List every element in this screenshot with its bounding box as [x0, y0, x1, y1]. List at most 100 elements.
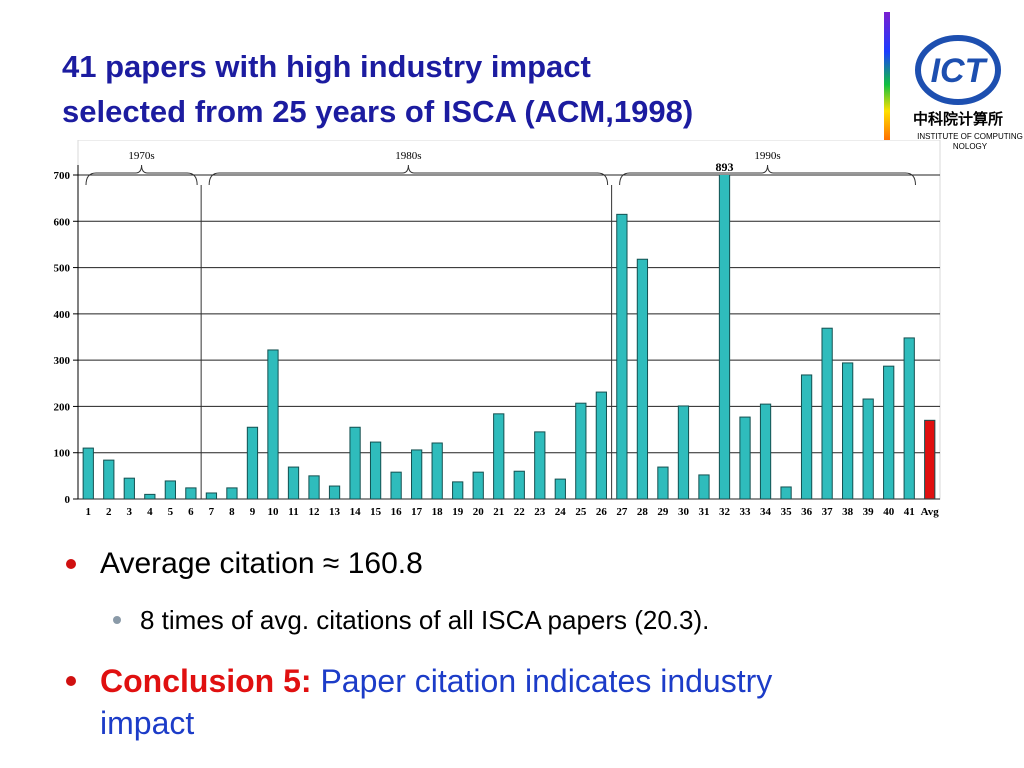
bar — [554, 478, 566, 499]
bar — [821, 327, 833, 499]
y-tick-label: 600 — [54, 216, 71, 228]
bar — [185, 487, 197, 499]
x-tick-label: 41 — [904, 506, 915, 518]
logo: ICT 中科院计算所 INSTITUTE OF COMPUTING NOLOGY — [884, 12, 1023, 151]
logo-text: INSTITUTE OF COMPUTING — [917, 132, 1023, 141]
bar — [452, 481, 464, 499]
x-tick-label: 21 — [493, 506, 504, 518]
x-tick-label: 16 — [391, 506, 403, 518]
bar — [575, 402, 587, 499]
x-tick-label: 14 — [350, 506, 362, 518]
x-tick-label: Avg — [921, 506, 940, 518]
bar — [205, 492, 218, 499]
bar — [411, 449, 423, 499]
title-line: 41 papers with high industry impact — [62, 49, 591, 84]
bullet-text: Paper citation indicates industry impact — [100, 663, 773, 741]
x-tick-label: 25 — [575, 506, 587, 518]
bar — [144, 493, 156, 499]
bar — [842, 362, 854, 499]
bar — [431, 442, 443, 499]
x-tick-label: 5 — [168, 506, 174, 518]
x-tick-label: 28 — [637, 506, 649, 518]
bar — [595, 391, 607, 499]
era-label: 1990s — [754, 150, 780, 162]
x-tick-label: 8 — [229, 506, 235, 518]
bullet-lead: Conclusion 5: — [100, 663, 312, 699]
bar — [677, 405, 690, 499]
x-tick-label: 7 — [209, 506, 215, 518]
x-tick-label: 4 — [147, 506, 153, 518]
x-tick-label: 37 — [822, 506, 834, 518]
bar — [862, 398, 874, 499]
x-tick-label: 18 — [432, 506, 444, 518]
x-tick-label: 29 — [657, 506, 669, 518]
y-tick-label: 100 — [54, 448, 71, 460]
x-tick-label: 20 — [473, 506, 485, 518]
bar — [267, 349, 279, 499]
y-tick-label: 500 — [54, 263, 71, 275]
x-tick-label: 39 — [863, 506, 875, 518]
bar — [657, 466, 669, 499]
era-label: 1980s — [395, 150, 421, 162]
x-tick-label: 35 — [781, 506, 793, 518]
x-tick-label: 36 — [801, 506, 813, 518]
bullet — [66, 559, 76, 569]
bar — [534, 431, 546, 499]
bar — [718, 175, 731, 499]
era-bracket — [85, 164, 198, 186]
bar — [636, 258, 649, 499]
logo-chinese: 中科院计算所 — [913, 110, 1003, 128]
bar — [883, 365, 895, 499]
bar — [123, 477, 135, 499]
bar — [82, 447, 94, 499]
bullet — [66, 676, 76, 686]
y-tick-label: 400 — [54, 309, 71, 321]
bar — [103, 459, 115, 499]
x-tick-label: 3 — [127, 506, 133, 518]
bar — [472, 471, 484, 499]
y-tick-label: 300 — [54, 355, 71, 367]
bar — [369, 441, 382, 499]
bar — [390, 471, 402, 499]
bar — [759, 403, 772, 499]
bullet-text: Average citation ≈ 160.8 — [100, 547, 423, 580]
bar — [328, 485, 341, 499]
bar — [616, 213, 628, 499]
x-tick-label: 22 — [514, 506, 526, 518]
x-tick-label: 12 — [309, 506, 321, 518]
x-tick-label: 9 — [250, 506, 256, 518]
bar — [493, 413, 505, 499]
bar — [924, 419, 936, 499]
y-tick-label: 700 — [54, 170, 71, 182]
logo-ring — [915, 35, 1001, 105]
bullet-block: Conclusion 5: Paper citation indicates i… — [100, 660, 860, 744]
value-label: 893 — [716, 160, 734, 174]
x-tick-label: 15 — [370, 506, 382, 518]
x-tick-label: 40 — [883, 506, 895, 518]
bar — [698, 474, 710, 499]
y-tick-label: 0 — [65, 494, 71, 506]
x-tick-label: 19 — [452, 506, 464, 518]
bar — [780, 486, 792, 499]
x-tick-label: 23 — [534, 506, 546, 518]
bullet-text: 8 times of avg. citations of all ISCA pa… — [140, 605, 710, 635]
logo-text: NOLOGY — [953, 142, 988, 151]
x-tick-label: 24 — [555, 506, 567, 518]
logo-mark: ICT — [931, 52, 989, 90]
x-tick-label: 26 — [596, 506, 608, 518]
bar — [349, 426, 361, 499]
x-tick-label: 2 — [106, 506, 112, 518]
era-label: 1970s — [128, 150, 154, 162]
bar — [164, 480, 176, 499]
x-tick-label: 1 — [86, 506, 92, 518]
slide-title: 41 papers with high industry impact sele… — [62, 44, 693, 134]
x-tick-label: 31 — [698, 506, 709, 518]
bar — [903, 337, 915, 499]
x-tick-label: 32 — [719, 506, 731, 518]
x-tick-label: 17 — [411, 506, 423, 518]
x-tick-label: 34 — [760, 506, 772, 518]
y-tick-label: 200 — [54, 401, 71, 413]
x-tick-label: 13 — [329, 506, 341, 518]
bar — [513, 470, 525, 499]
